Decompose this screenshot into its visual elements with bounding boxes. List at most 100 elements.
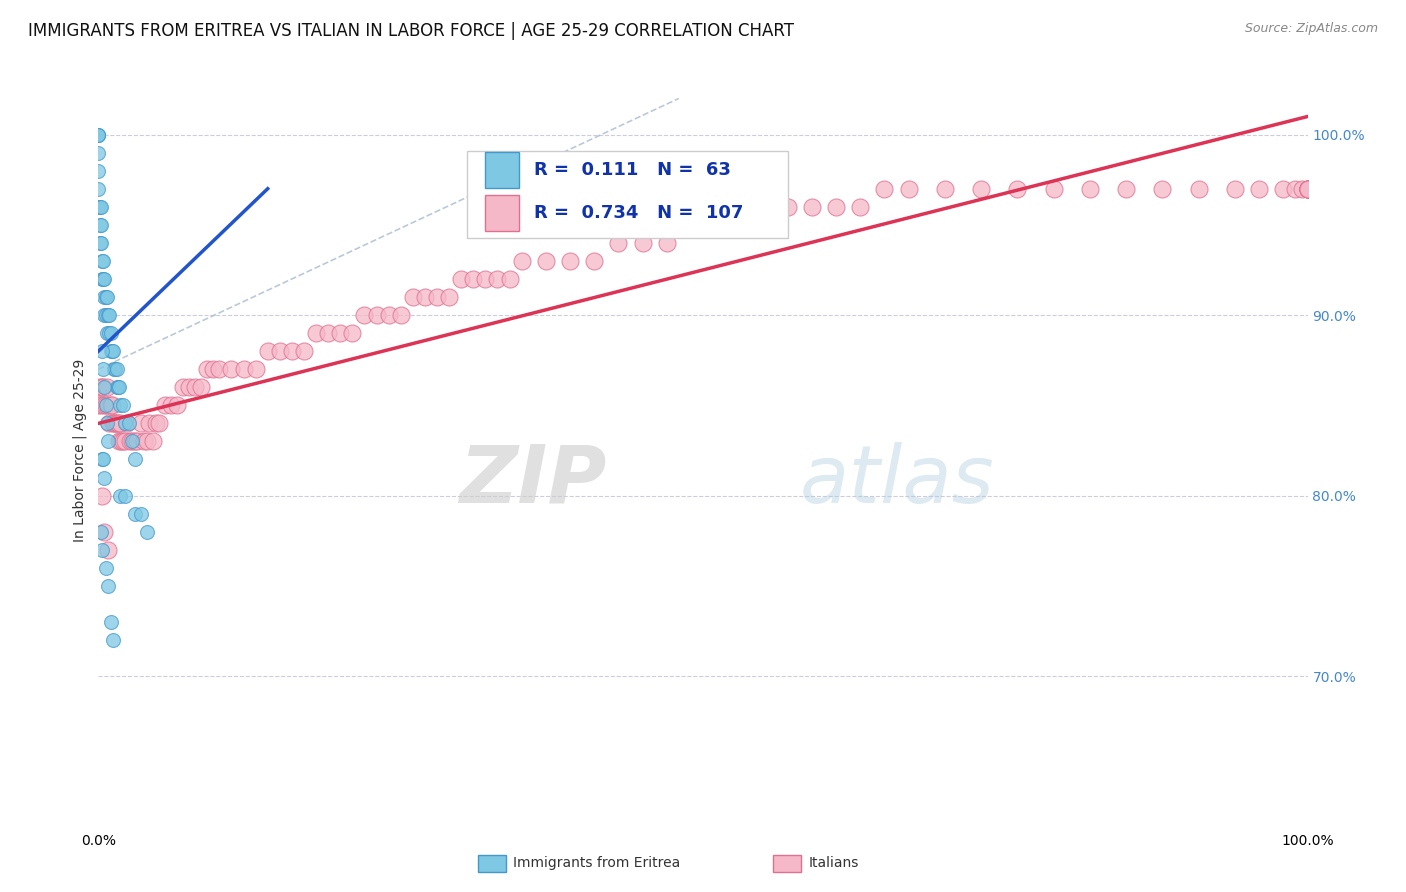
Point — [124, 452, 146, 467]
Point — [101, 344, 124, 359]
Point — [292, 344, 315, 359]
Point — [89, 235, 111, 250]
Point — [90, 200, 112, 214]
Point — [108, 380, 131, 394]
Point — [353, 308, 375, 322]
Text: IMMIGRANTS FROM ERITREA VS ITALIAN IN LABOR FORCE | AGE 25-29 CORRELATION CHART: IMMIGRANTS FROM ERITREA VS ITALIAN IN LA… — [28, 22, 794, 40]
Point — [897, 182, 920, 196]
Bar — [485, 152, 519, 188]
Point — [1152, 182, 1174, 196]
Point — [704, 218, 727, 232]
Point — [93, 470, 115, 484]
Point — [87, 128, 110, 142]
Point — [1078, 182, 1101, 196]
Point — [91, 344, 114, 359]
Point — [96, 326, 118, 340]
Point — [97, 434, 120, 449]
Point — [91, 362, 114, 376]
Point — [97, 542, 120, 557]
Point — [101, 633, 124, 648]
Point — [160, 398, 183, 412]
Point — [450, 272, 472, 286]
Text: atlas: atlas — [800, 442, 994, 520]
Point — [97, 398, 120, 412]
Point — [87, 145, 110, 160]
Point — [970, 182, 993, 196]
Point — [463, 272, 485, 286]
Point — [129, 507, 152, 521]
Point — [100, 326, 122, 340]
Point — [153, 398, 176, 412]
Point — [100, 398, 122, 412]
Point — [87, 200, 110, 214]
Point — [93, 524, 115, 539]
Point — [316, 326, 339, 340]
Point — [105, 362, 128, 376]
Point — [825, 200, 848, 214]
Point — [195, 362, 218, 376]
Point — [138, 417, 160, 431]
Point — [184, 380, 207, 394]
Point — [1296, 182, 1319, 196]
Point — [135, 434, 157, 449]
Point — [179, 380, 201, 394]
Point — [87, 163, 110, 178]
Point — [91, 452, 114, 467]
Point — [108, 417, 131, 431]
Point — [1291, 182, 1313, 196]
Text: Immigrants from Eritrea: Immigrants from Eritrea — [513, 856, 681, 871]
Point — [100, 344, 122, 359]
Point — [108, 398, 131, 412]
Point — [105, 380, 128, 394]
Point — [1272, 182, 1295, 196]
Point — [486, 272, 509, 286]
Point — [437, 290, 460, 304]
Y-axis label: In Labor Force | Age 25-29: In Labor Force | Age 25-29 — [72, 359, 87, 542]
Point — [413, 290, 436, 304]
Point — [91, 380, 114, 394]
Point — [190, 380, 212, 394]
Point — [108, 489, 131, 503]
Point — [107, 380, 129, 394]
Point — [91, 542, 114, 557]
Point — [377, 308, 399, 322]
Point — [91, 272, 114, 286]
Point — [90, 524, 112, 539]
Point — [124, 434, 146, 449]
Point — [114, 434, 136, 449]
Point — [776, 200, 799, 214]
Point — [87, 398, 110, 412]
Point — [89, 200, 111, 214]
Point — [96, 417, 118, 431]
Point — [655, 235, 678, 250]
Point — [89, 380, 111, 394]
Point — [474, 272, 496, 286]
Text: R =  0.734   N =  107: R = 0.734 N = 107 — [534, 204, 744, 222]
Point — [90, 218, 112, 232]
Point — [87, 128, 110, 142]
Point — [534, 253, 557, 268]
Point — [118, 434, 141, 449]
Point — [426, 290, 449, 304]
Point — [98, 326, 121, 340]
Point — [107, 417, 129, 431]
Point — [1249, 182, 1271, 196]
Point — [91, 380, 114, 394]
Point — [129, 417, 152, 431]
Point — [873, 182, 896, 196]
Point — [202, 362, 225, 376]
Point — [90, 235, 112, 250]
Point — [145, 417, 167, 431]
Point — [93, 380, 115, 394]
Point — [87, 128, 110, 142]
Point — [103, 417, 125, 431]
Point — [728, 218, 751, 232]
Point — [117, 417, 139, 431]
Point — [221, 362, 243, 376]
Point — [91, 452, 114, 467]
Point — [118, 417, 141, 431]
Point — [269, 344, 291, 359]
Point — [607, 235, 630, 250]
Point — [498, 272, 520, 286]
Point — [583, 253, 606, 268]
